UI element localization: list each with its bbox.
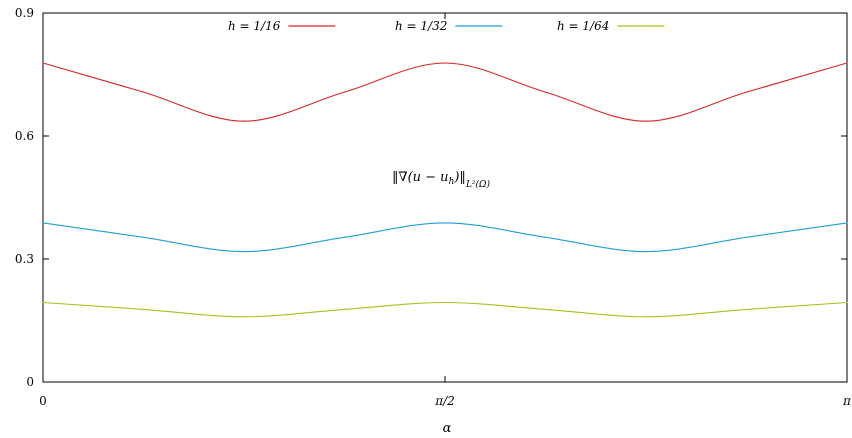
plot-frame xyxy=(42,12,848,383)
data-point xyxy=(243,120,245,122)
data-point xyxy=(142,236,145,238)
data-point xyxy=(846,62,848,64)
y-tick-labels: 0 0.3 0.6 0.9 xyxy=(15,6,34,389)
data-point xyxy=(745,236,748,238)
data-point xyxy=(343,308,346,311)
data-point xyxy=(544,91,547,93)
data-point xyxy=(745,91,748,93)
x-tick-label: π/2 xyxy=(434,394,455,408)
y-tick-label: 0.6 xyxy=(15,129,34,143)
x-axis-label: α xyxy=(443,421,452,436)
legend-label-2: h = 1/32 xyxy=(395,19,447,33)
legend-label-1: h = 1/16 xyxy=(228,19,281,33)
data-point xyxy=(645,316,647,318)
data-point xyxy=(846,301,848,304)
data-point xyxy=(343,91,346,93)
data-point xyxy=(243,316,245,318)
data-point xyxy=(745,308,748,311)
data-point xyxy=(544,308,547,311)
data-point xyxy=(846,222,848,224)
data-point xyxy=(645,251,647,253)
data-point xyxy=(42,222,44,224)
data-point xyxy=(42,301,44,304)
data-point xyxy=(343,236,346,238)
series-lines xyxy=(42,62,848,318)
data-point xyxy=(42,62,44,64)
data-point xyxy=(142,308,145,311)
data-point xyxy=(444,62,446,64)
data-point xyxy=(142,91,145,93)
plot-area-border xyxy=(42,12,848,383)
annotation-norm: ‖∇(u − uh)‖L²(Ω) xyxy=(392,170,490,190)
y-tick-label: 0.3 xyxy=(15,252,34,266)
series-line-2 xyxy=(42,222,848,253)
data-point xyxy=(645,120,647,122)
legend-label-3: h = 1/64 xyxy=(557,19,609,33)
x-tick-label: 0 xyxy=(39,394,47,408)
y-tick-label: 0.9 xyxy=(15,6,34,20)
x-tick-label: π xyxy=(842,394,852,408)
data-point xyxy=(444,301,446,304)
data-point xyxy=(544,236,547,238)
y-tick-label: 0 xyxy=(26,375,34,389)
series-line-3 xyxy=(42,301,848,318)
axis-ticks xyxy=(42,12,848,383)
legend: h = 1/16 h = 1/32 h = 1/64 xyxy=(228,19,665,33)
data-point xyxy=(444,222,446,224)
x-tick-labels: 0 π/2 π xyxy=(39,394,852,408)
series-line-1 xyxy=(42,62,848,122)
data-point xyxy=(243,251,245,253)
